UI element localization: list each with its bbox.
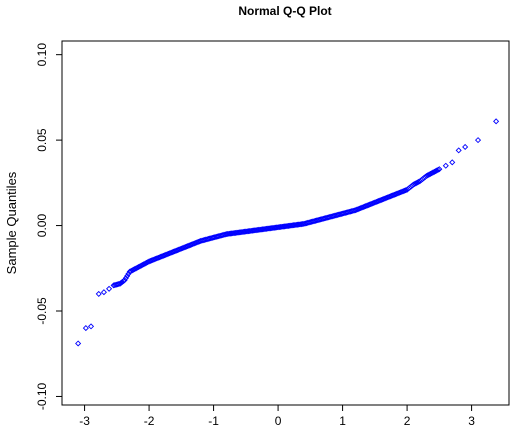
x-tick-label: 2 bbox=[404, 414, 411, 428]
data-point bbox=[95, 290, 102, 297]
y-tick-label: -0.10 bbox=[35, 382, 49, 410]
data-point bbox=[82, 325, 89, 332]
data-point bbox=[100, 289, 107, 296]
x-tick-label: 0 bbox=[275, 414, 282, 428]
data-point bbox=[401, 187, 408, 194]
data-point bbox=[121, 277, 128, 284]
x-tick-label: -2 bbox=[144, 414, 155, 428]
x-tick-label: -3 bbox=[79, 414, 90, 428]
y-tick-label: 0.05 bbox=[35, 128, 49, 152]
data-point bbox=[124, 272, 131, 280]
data-point bbox=[442, 162, 449, 169]
data-points bbox=[75, 118, 500, 347]
x-axis: -3 -2 -1 0 1 2 3 bbox=[79, 404, 475, 428]
x-tick-label: 1 bbox=[339, 414, 346, 428]
data-point bbox=[75, 340, 82, 347]
data-point bbox=[462, 143, 469, 150]
data-point bbox=[106, 285, 113, 292]
data-point bbox=[455, 147, 462, 154]
data-point bbox=[115, 280, 122, 288]
data-point bbox=[87, 323, 95, 330]
chart-title: Normal Q-Q Plot bbox=[238, 4, 331, 18]
data-point bbox=[449, 159, 456, 166]
y-axis-label: Sample Quantiles bbox=[4, 171, 19, 274]
y-axis: -0.10 -0.05 0.00 0.05 0.10 bbox=[35, 43, 63, 410]
y-tick-label: -0.05 bbox=[35, 297, 49, 325]
x-tick-label: -1 bbox=[208, 414, 219, 428]
data-point bbox=[402, 187, 409, 194]
data-point bbox=[122, 275, 129, 282]
plot-frame bbox=[61, 40, 510, 406]
data-point bbox=[475, 137, 482, 144]
data-point bbox=[436, 166, 443, 173]
y-tick-label: 0.00 bbox=[35, 214, 49, 238]
x-tick-label: 3 bbox=[468, 414, 475, 428]
y-tick-label: 0.10 bbox=[35, 43, 49, 67]
data-point bbox=[493, 118, 500, 125]
